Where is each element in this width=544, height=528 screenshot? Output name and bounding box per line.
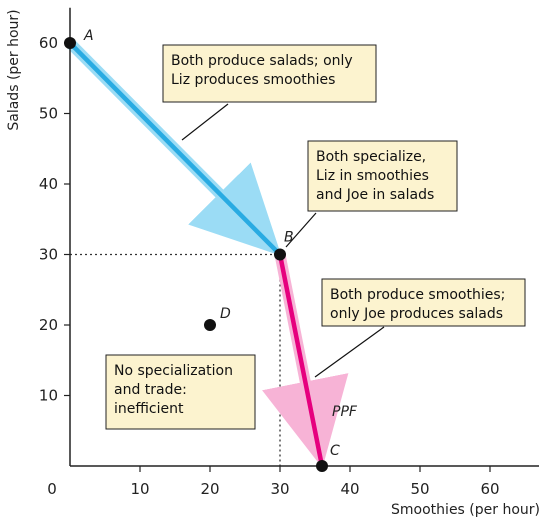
annotation-text: Both produce smoothies; bbox=[330, 287, 505, 303]
curve-label: PPF bbox=[332, 404, 358, 420]
annotation-leader-line bbox=[181, 103, 229, 141]
axes bbox=[69, 7, 539, 467]
point-b bbox=[274, 248, 286, 261]
annotation-leader-line bbox=[285, 212, 317, 248]
x-tick-label: 0 bbox=[47, 480, 57, 498]
point-label-b: B bbox=[284, 230, 294, 246]
axis-ticks: 0 10 20 30 40 50 60 10 20 30 40 50 60 bbox=[39, 34, 500, 498]
x-tick-label: 40 bbox=[340, 480, 359, 498]
x-tick-label: 50 bbox=[410, 480, 429, 498]
x-tick-label: 30 bbox=[270, 480, 289, 498]
y-axis-title: Salads (per hour) bbox=[6, 9, 22, 130]
annotation-text: No specialization bbox=[114, 363, 233, 379]
y-tick-label: 30 bbox=[39, 246, 58, 264]
y-tick-label: 40 bbox=[39, 175, 58, 193]
annotation-box bbox=[105, 354, 256, 430]
point-a bbox=[64, 37, 76, 49]
annotation-box bbox=[321, 278, 526, 327]
annotation-text: Liz in smoothies bbox=[316, 168, 429, 184]
y-tick-label: 20 bbox=[39, 316, 58, 334]
y-tick-label: 50 bbox=[39, 105, 58, 123]
annotation-text: only Joe produces salads bbox=[330, 306, 503, 322]
point-label-d: D bbox=[220, 306, 231, 322]
annotation-box bbox=[307, 140, 458, 212]
annotation-text: inefficient bbox=[114, 401, 184, 417]
annotation-text: Both produce salads; only bbox=[171, 53, 353, 69]
ppf-segment bbox=[67, 40, 283, 257]
annotation-text: Both specialize, bbox=[316, 149, 426, 165]
point-label-c: C bbox=[330, 443, 340, 459]
annotation-box bbox=[162, 44, 377, 103]
series-lines bbox=[67, 40, 325, 469]
x-axis-title: Smoothies (per hour) bbox=[391, 502, 540, 518]
data-points: A B C D bbox=[64, 28, 340, 472]
point-d bbox=[204, 319, 216, 331]
x-tick-label: 60 bbox=[480, 480, 499, 498]
annotation-leader-line bbox=[314, 326, 385, 378]
x-tick-label: 20 bbox=[200, 480, 219, 498]
annotations: Both produce salads; only Liz produces sm… bbox=[105, 44, 526, 430]
ppf-segment bbox=[277, 252, 325, 469]
point-c bbox=[316, 460, 328, 472]
annotation-text: and Joe in salads bbox=[316, 187, 434, 203]
y-tick-label: 60 bbox=[39, 34, 58, 52]
point-label-a: A bbox=[83, 28, 94, 44]
annotation-text: and trade: bbox=[114, 382, 187, 398]
x-tick-label: 10 bbox=[130, 480, 149, 498]
y-tick-label: 10 bbox=[39, 387, 58, 405]
annotation-text: Liz produces smoothies bbox=[171, 72, 335, 88]
